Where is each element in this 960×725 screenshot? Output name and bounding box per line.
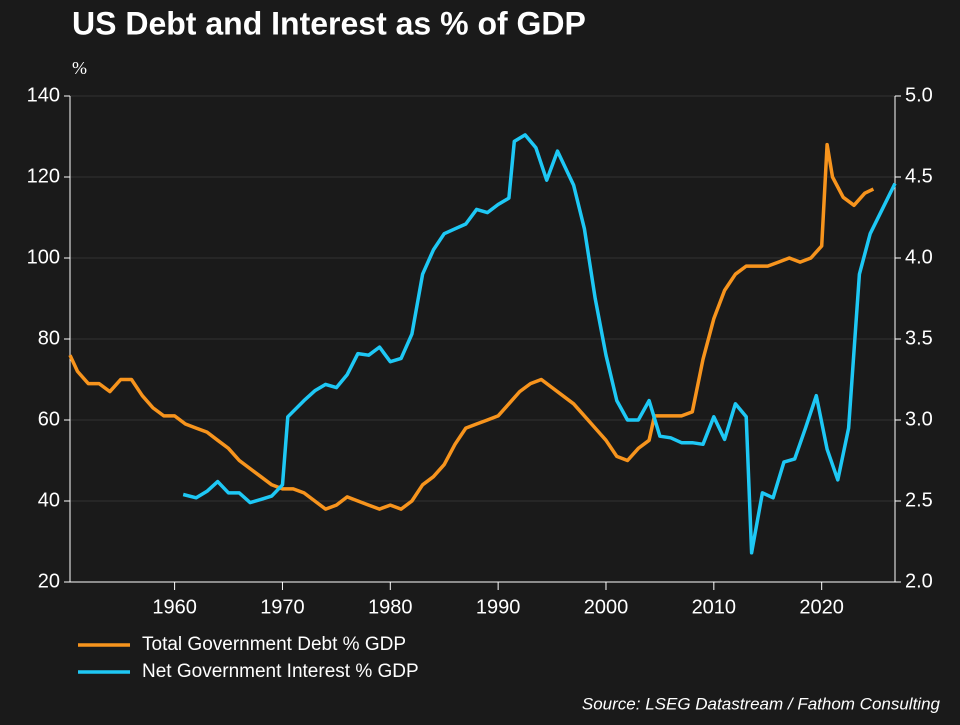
y2-tick-label: 2.0 — [905, 570, 933, 592]
y-tick-label: 100 — [27, 246, 60, 268]
y2-tick-label: 2.5 — [905, 489, 933, 511]
x-tick-label: 2010 — [692, 596, 737, 618]
x-tick-label: 1960 — [152, 596, 197, 618]
y-tick-label: 80 — [38, 327, 60, 349]
y-tick-label: 20 — [38, 570, 60, 592]
y-axis-label: % — [72, 58, 87, 78]
chart-title: US Debt and Interest as % of GDP — [72, 5, 586, 41]
series-line — [68, 142, 875, 511]
y2-tick-label: 3.5 — [905, 327, 933, 349]
series-line — [182, 133, 897, 555]
x-tick-label: 1970 — [260, 596, 305, 618]
source: Source: LSEG Datastream / Fathom Consult… — [582, 694, 941, 713]
legend-label: Net Government Interest % GDP — [142, 661, 419, 682]
y-tick-label: 60 — [38, 408, 60, 430]
x-tick-label: 2000 — [584, 596, 629, 618]
x-tick-label: 1980 — [368, 596, 413, 618]
y-tick-label: 40 — [38, 489, 60, 511]
y-tick-label: 140 — [27, 84, 60, 106]
y2-tick-label: 5.0 — [905, 84, 933, 106]
y-tick-label: 120 — [27, 165, 60, 187]
y2-tick-label: 3.0 — [905, 408, 933, 430]
y2-tick-label: 4.0 — [905, 246, 933, 268]
x-tick-label: 2020 — [799, 596, 844, 618]
legend-label: Total Government Debt % GDP — [142, 634, 406, 655]
y2-tick-label: 4.5 — [905, 165, 933, 187]
x-tick-label: 1990 — [476, 596, 521, 618]
